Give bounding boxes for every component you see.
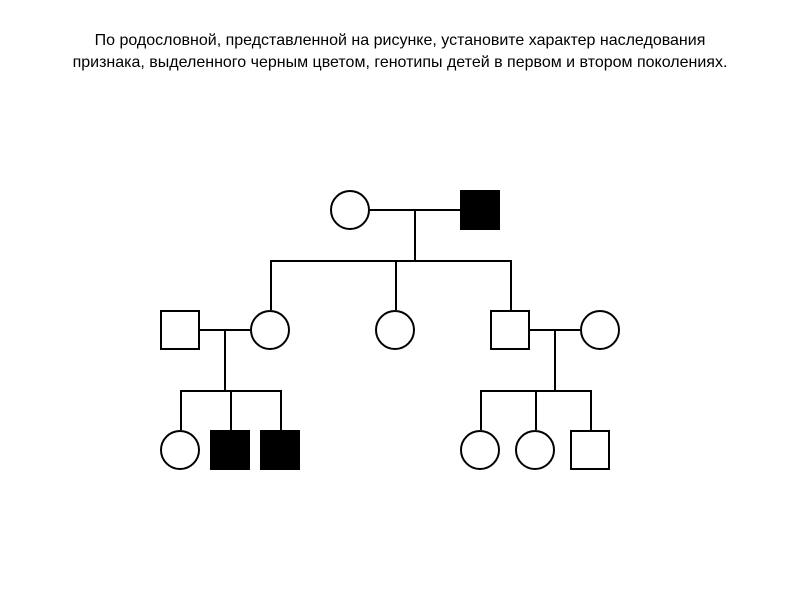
- connector-vline: [510, 260, 512, 310]
- pedigree-node-g1-f: [330, 190, 370, 230]
- pedigree-node-g2-1m: [160, 310, 200, 350]
- connector-vline: [180, 390, 182, 430]
- pedigree-node-g2-1f: [250, 310, 290, 350]
- connector-vline: [224, 329, 226, 390]
- connector-vline: [414, 209, 416, 260]
- connector-vline: [270, 260, 272, 310]
- connector-vline: [554, 329, 556, 390]
- connector-hline: [270, 260, 510, 262]
- pedigree-node-g3-6: [570, 430, 610, 470]
- connector-vline: [230, 390, 232, 430]
- connector-vline: [280, 390, 282, 430]
- connector-vline: [590, 390, 592, 430]
- connector-vline: [535, 390, 537, 430]
- connector-vline: [395, 260, 397, 310]
- pedigree-node-g3-1: [160, 430, 200, 470]
- pedigree-node-g2-3f: [580, 310, 620, 350]
- pedigree-node-g3-3: [260, 430, 300, 470]
- pedigree-diagram: [140, 190, 660, 520]
- title-text: По родословной, представленной на рисунк…: [60, 30, 740, 75]
- pedigree-node-g3-4: [460, 430, 500, 470]
- pedigree-node-g3-2: [210, 430, 250, 470]
- pedigree-node-g3-5: [515, 430, 555, 470]
- connector-vline: [480, 390, 482, 430]
- pedigree-node-g2-3m: [490, 310, 530, 350]
- pedigree-node-g2-2f: [375, 310, 415, 350]
- pedigree-node-g1-m: [460, 190, 500, 230]
